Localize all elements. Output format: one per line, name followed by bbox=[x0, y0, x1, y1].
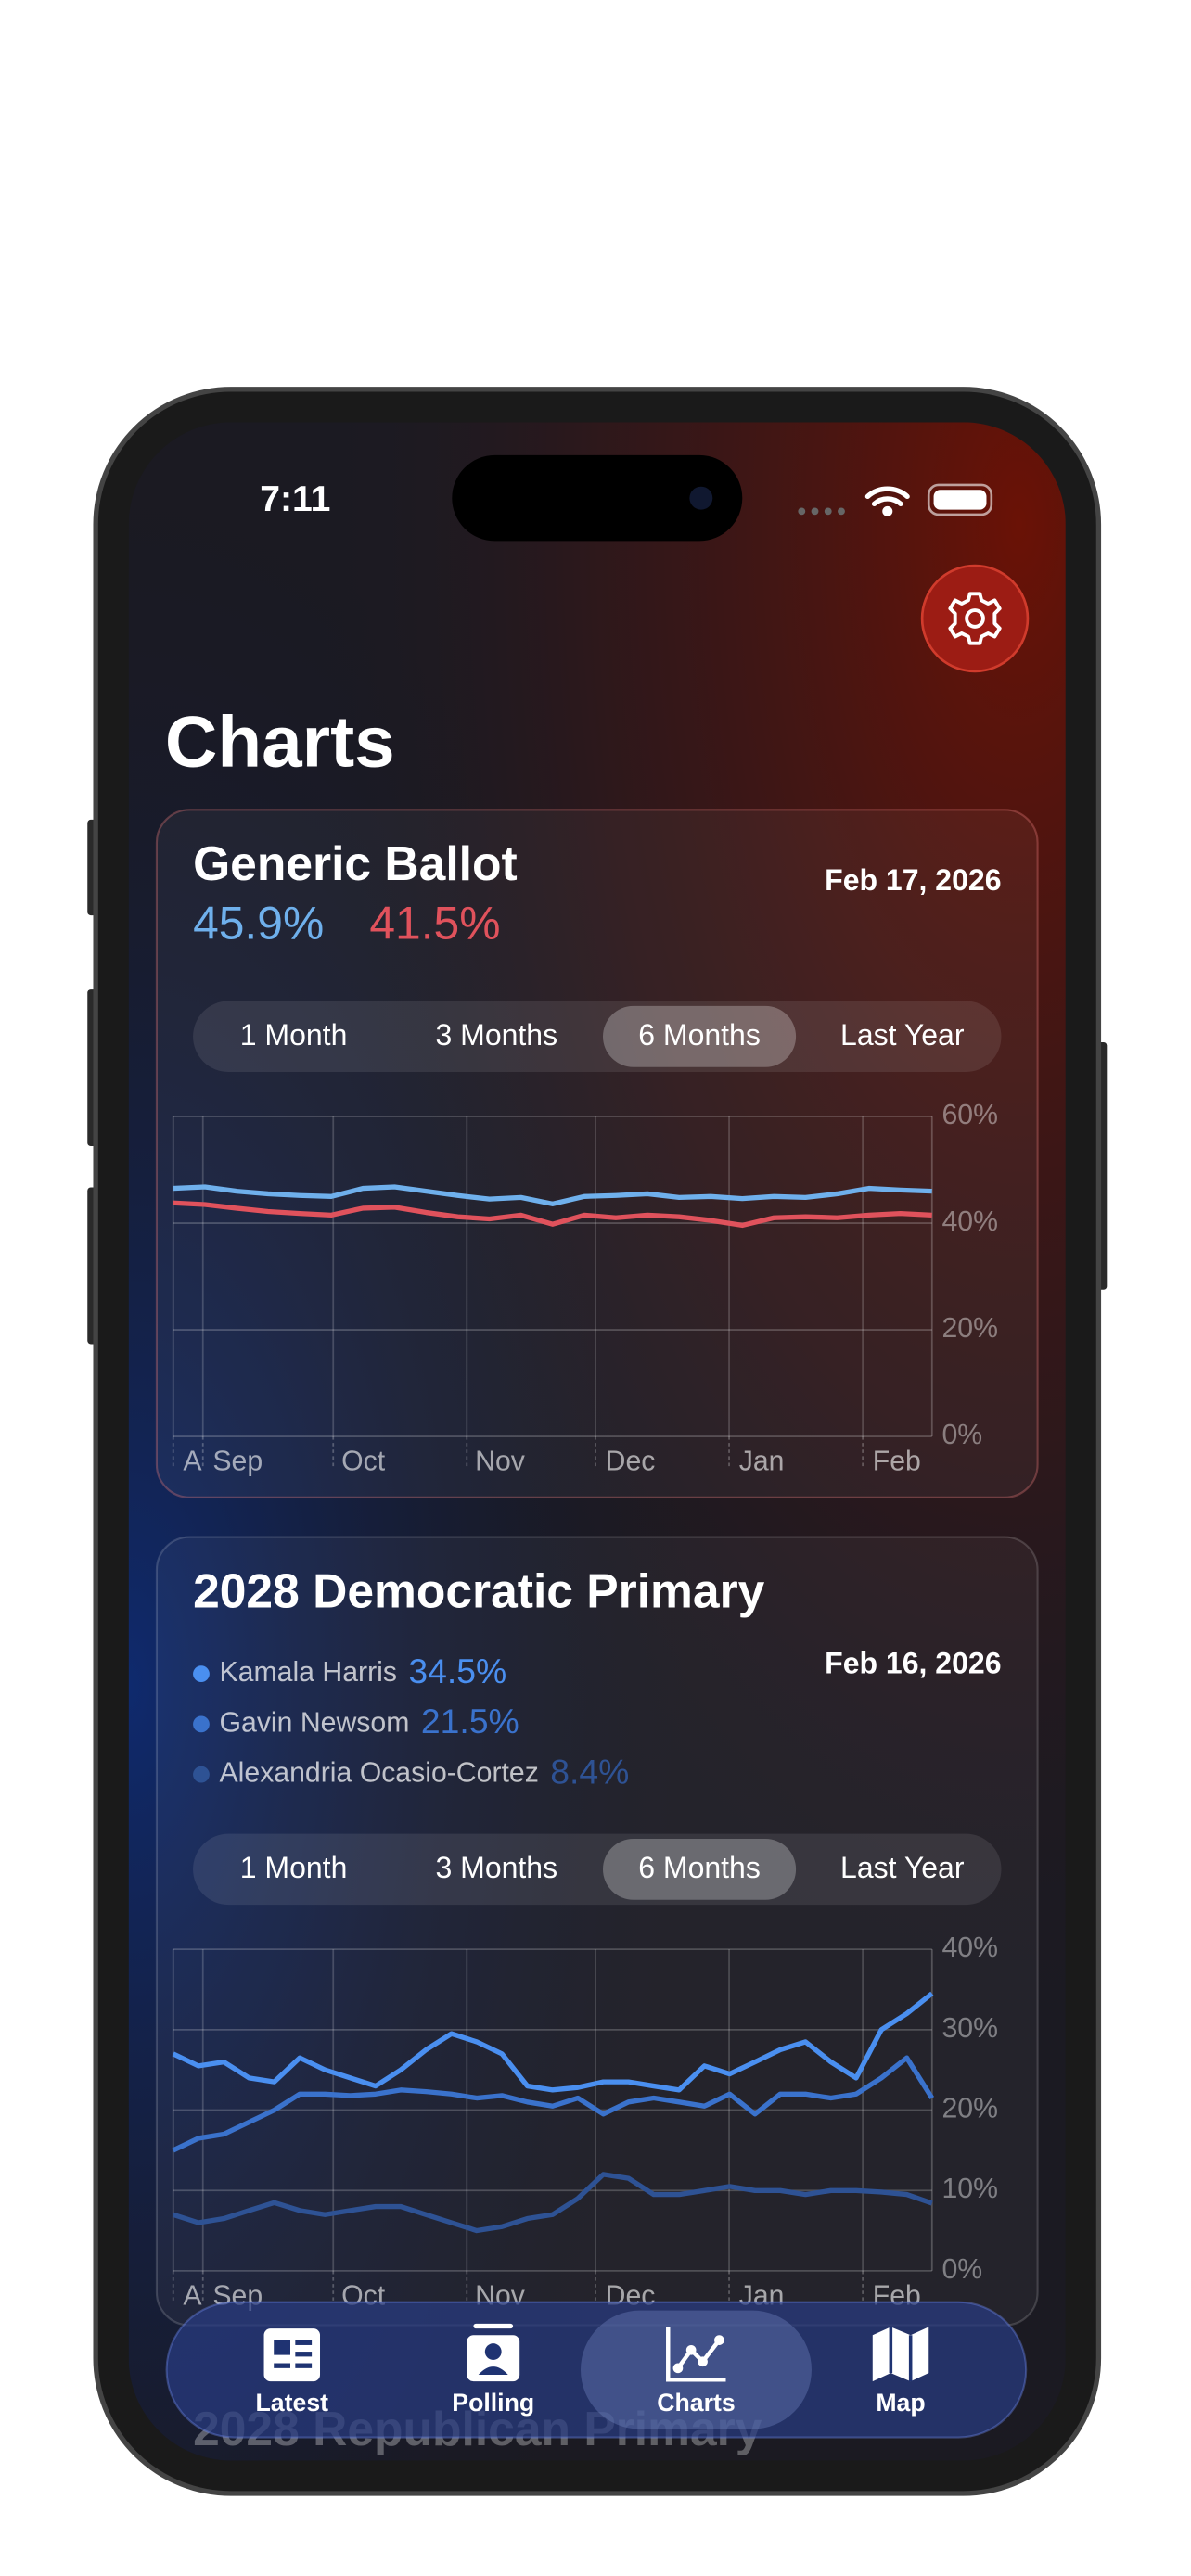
range-option[interactable]: 6 Months bbox=[638, 1851, 761, 1884]
series-line bbox=[173, 1184, 932, 1206]
y-tick-label: 0% bbox=[941, 2254, 982, 2285]
tab-icon bbox=[484, 2343, 502, 2360]
latest-value: 41.5% bbox=[369, 898, 500, 950]
x-tick-label: Sep bbox=[212, 1446, 263, 1476]
y-tick-label: 10% bbox=[941, 2174, 997, 2204]
dynamic-island bbox=[452, 454, 743, 542]
tab[interactable]: Map bbox=[872, 2327, 929, 2417]
tab-icon bbox=[872, 2327, 929, 2382]
legend-name: Kamala Harris bbox=[220, 1657, 397, 1688]
tab-icon bbox=[274, 2363, 290, 2368]
legend-value: 21.5% bbox=[421, 1702, 519, 1741]
x-tick-label: Jan bbox=[739, 1446, 785, 1476]
range-option[interactable]: Last Year bbox=[840, 1018, 965, 1052]
range-option[interactable]: 3 Months bbox=[435, 1018, 557, 1052]
x-tick-label: Dec bbox=[606, 1446, 656, 1476]
settings-button[interactable] bbox=[920, 564, 1030, 673]
card-bg bbox=[155, 809, 1039, 1498]
range-selector bbox=[193, 1833, 1002, 1906]
legend-dot bbox=[193, 1665, 210, 1683]
y-tick-label: 40% bbox=[941, 1932, 997, 1963]
tab-bar-bg bbox=[165, 2301, 1028, 2439]
y-tick-label: 30% bbox=[941, 2013, 997, 2044]
chart-card: Generic Ballot Feb 17, 2026 45.9% 41.5% 1 Mo… bbox=[155, 809, 1039, 1498]
chart-card: 2028 Democratic Primary Feb 16, 2026 Kamal… bbox=[155, 1536, 1039, 2327]
card-date: Feb 16, 2026 bbox=[825, 1647, 1001, 1680]
tab-bar: Latest Polling Charts Map bbox=[165, 2301, 1028, 2439]
status-time: 7:11 bbox=[260, 479, 330, 519]
tab-icon bbox=[685, 2344, 697, 2355]
series-line bbox=[172, 1991, 934, 2093]
latest-value: 45.9% bbox=[193, 898, 324, 950]
y-tick-label: 20% bbox=[941, 1313, 997, 1344]
legend-name: Alexandria Ocasio-Cortez bbox=[220, 1758, 539, 1789]
tab-icon bbox=[274, 2340, 290, 2355]
series-line bbox=[172, 2172, 933, 2234]
x-tick-label: Feb bbox=[873, 1446, 921, 1476]
range-selector bbox=[193, 1001, 1002, 1073]
legend-name: Gavin Newsom bbox=[220, 1707, 410, 1738]
tab-icon bbox=[295, 2352, 313, 2357]
card-title: Generic Ballot bbox=[193, 836, 518, 890]
y-tick-label: 60% bbox=[941, 1100, 997, 1130]
x-tick-label: Oct bbox=[341, 1446, 386, 1476]
tab-label[interactable]: Polling bbox=[452, 2389, 534, 2417]
x-tick-label: A bbox=[183, 1446, 202, 1476]
tab[interactable]: Charts bbox=[580, 2310, 812, 2429]
x-tick-label: A bbox=[183, 2280, 202, 2311]
legend-value: 8.4% bbox=[550, 1752, 629, 1791]
y-tick-label: 40% bbox=[941, 1206, 997, 1237]
tab-icon bbox=[478, 2366, 508, 2375]
range-selected bbox=[603, 1838, 797, 1900]
wifi-icon bbox=[864, 486, 910, 516]
tab[interactable]: Polling bbox=[452, 2323, 534, 2417]
battery-level bbox=[933, 490, 987, 510]
tab-selected bbox=[580, 2310, 812, 2429]
card-title: 2028 Democratic Primary bbox=[193, 1563, 765, 1617]
camera bbox=[689, 486, 713, 510]
screen-glow bbox=[128, 422, 1066, 2461]
legend-dot bbox=[193, 1766, 210, 1783]
battery bbox=[927, 483, 993, 516]
x-tick-label: Nov bbox=[475, 1446, 525, 1476]
tab-icon bbox=[473, 2323, 514, 2329]
range-option[interactable]: Last Year bbox=[840, 1851, 965, 1884]
tab-icon bbox=[714, 2335, 724, 2345]
tab-icon bbox=[666, 2327, 726, 2382]
tab-icon bbox=[295, 2363, 313, 2368]
tab-label[interactable]: Charts bbox=[657, 2389, 735, 2417]
range-option[interactable]: 1 Month bbox=[240, 1851, 348, 1884]
tab[interactable]: Latest bbox=[256, 2328, 329, 2417]
series-line bbox=[172, 2055, 935, 2153]
range-selected bbox=[603, 1005, 797, 1067]
card-date: Feb 17, 2026 bbox=[825, 863, 1001, 897]
range-option[interactable]: 1 Month bbox=[240, 1018, 348, 1052]
series-line bbox=[173, 1200, 932, 1229]
tab-icon bbox=[295, 2340, 313, 2345]
tab-label[interactable]: Latest bbox=[256, 2389, 329, 2417]
content: Generic Ballot Feb 17, 2026 45.9% 41.5% 1 Mo… bbox=[155, 809, 1039, 2455]
legend-dot bbox=[193, 1715, 210, 1733]
range-option[interactable]: 6 Months bbox=[638, 1018, 761, 1052]
tab-label[interactable]: Map bbox=[876, 2389, 925, 2417]
tab-icon bbox=[698, 2356, 708, 2367]
tab-icon bbox=[672, 2363, 684, 2374]
y-tick-label: 0% bbox=[941, 1420, 982, 1450]
legend-value: 34.5% bbox=[408, 1651, 506, 1690]
page-title: Charts bbox=[165, 700, 395, 782]
tab-icon bbox=[676, 2339, 722, 2370]
range-option[interactable]: 3 Months bbox=[435, 1851, 557, 1884]
screen: 7:11 Charts Generic Ballot Feb 17, 2026 45… bbox=[128, 422, 1066, 2461]
gear-icon bbox=[948, 592, 1002, 645]
signal bbox=[798, 507, 845, 516]
y-tick-label: 20% bbox=[941, 2094, 997, 2124]
